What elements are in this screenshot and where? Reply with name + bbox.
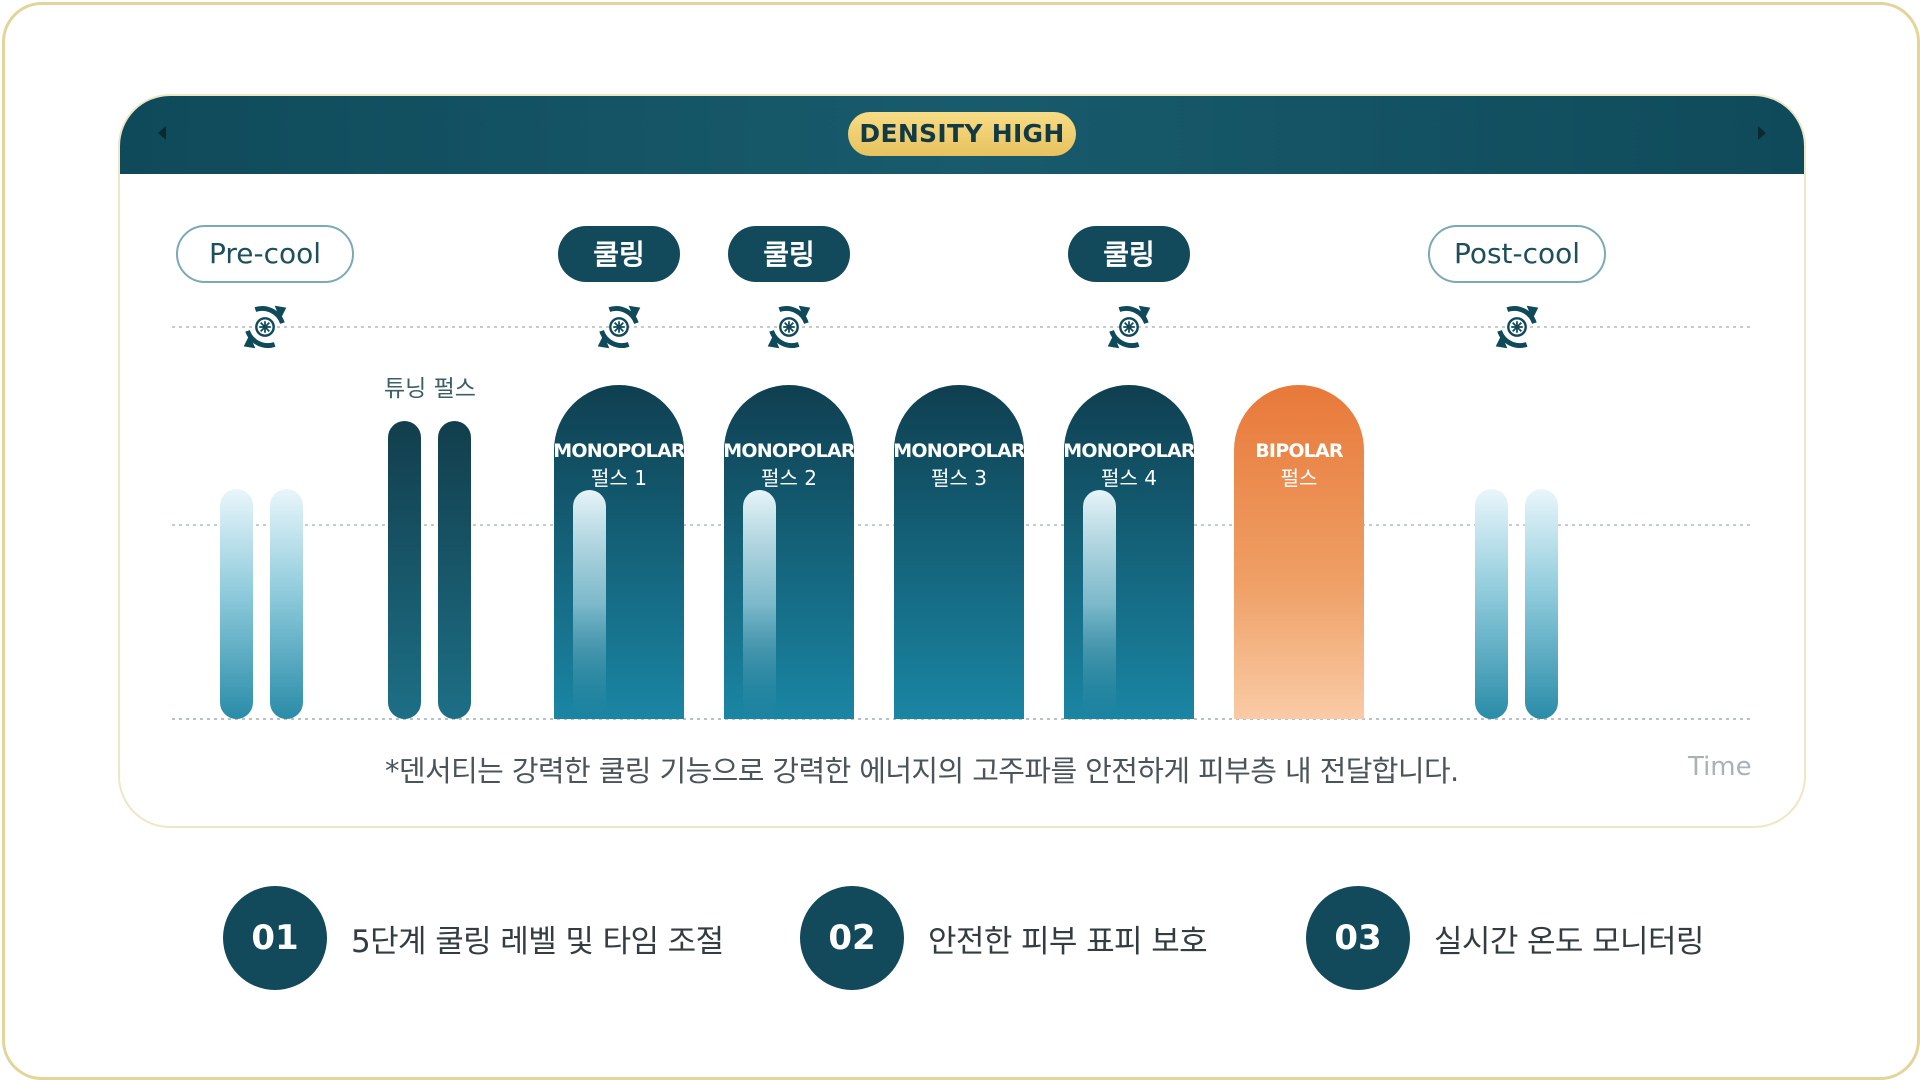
diagram-note: *덴서티는 강력한 쿨링 기능으로 강력한 에너지의 고주파를 안전하게 피부층… bbox=[385, 754, 1459, 788]
monopolar-pulse-3: MONOPOLAR 펄스 3 bbox=[893, 385, 1027, 719]
cooling-pill bbox=[1068, 226, 1190, 282]
tuning-pulse-bar bbox=[438, 421, 471, 719]
prev-arrow-icon[interactable] bbox=[158, 126, 166, 140]
density-diagram-card: DENSITY HIGH bbox=[118, 94, 1806, 828]
feature-number-badge: 01 bbox=[223, 886, 327, 990]
feature-label: 5단계 쿨링 레벨 및 타임 조절 bbox=[351, 924, 724, 960]
cooling-label: 쿨링 bbox=[763, 238, 815, 271]
cooling-pill bbox=[558, 226, 680, 282]
tuning-pulse-bar bbox=[388, 421, 421, 719]
time-axis-label: Time bbox=[1688, 752, 1752, 782]
postcool-label: Post-cool bbox=[1454, 237, 1580, 270]
pulse-block-bipolar bbox=[1234, 385, 1364, 719]
pulse-block bbox=[894, 385, 1024, 719]
feature-number-badge: 03 bbox=[1306, 886, 1410, 990]
cooling-pill bbox=[728, 226, 850, 282]
next-arrow-icon[interactable] bbox=[1758, 126, 1766, 140]
pulse-cooling-bar bbox=[573, 490, 606, 719]
bipolar-pulse: BIPOLAR 펄스 bbox=[1234, 385, 1364, 719]
monopolar-pulse-2: 쿨링 MONOPOLAR 펄스 2 bbox=[723, 226, 857, 719]
snowflake-cycle-icon bbox=[1108, 306, 1151, 349]
pulse-number-label: 펄스 2 bbox=[761, 466, 817, 490]
pulse-number-label: 펄스 3 bbox=[931, 466, 987, 490]
snowflake-cycle-icon bbox=[598, 306, 641, 349]
pulse-type-label: BIPOLAR bbox=[1255, 440, 1344, 462]
pulse-diagram: Pre-cool 튜닝 펄스 쿨링 MONOPOLAR 펄스 1 쿨링 bbox=[172, 225, 1754, 720]
precool-bar bbox=[270, 489, 303, 719]
postcool-bar bbox=[1475, 489, 1508, 719]
pulse-type-label: MONOPOLAR bbox=[723, 440, 856, 462]
postcool-pill bbox=[1428, 225, 1606, 283]
precool-pill bbox=[176, 225, 354, 283]
monopolar-pulse-1: 쿨링 MONOPOLAR 펄스 1 bbox=[553, 226, 687, 719]
card-header: DENSITY HIGH bbox=[120, 96, 1804, 174]
pulse-type-label: MONOPOLAR bbox=[553, 440, 686, 462]
tuning-pulse-group: 튜닝 펄스 bbox=[384, 376, 476, 719]
feature-label: 안전한 피부 표피 보호 bbox=[928, 924, 1208, 960]
pulse-number-label: 펄스 1 bbox=[591, 466, 647, 490]
monopolar-pulse-4: 쿨링 MONOPOLAR 펄스 4 bbox=[1063, 226, 1197, 719]
pulse-type-label: MONOPOLAR bbox=[1063, 440, 1196, 462]
pulse-number-label: 펄스 bbox=[1281, 466, 1318, 490]
precool-bar bbox=[220, 489, 253, 719]
pulse-cooling-bar bbox=[1083, 490, 1116, 719]
precool-phase: Pre-cool bbox=[176, 225, 354, 719]
pulse-type-label: MONOPOLAR bbox=[893, 440, 1026, 462]
precool-label: Pre-cool bbox=[209, 237, 321, 270]
density-high-badge: DENSITY HIGH bbox=[848, 112, 1076, 156]
postcool-bar bbox=[1525, 489, 1558, 719]
postcool-phase: Post-cool bbox=[1428, 225, 1606, 719]
feature-label: 실시간 온도 모니터링 bbox=[1434, 924, 1704, 960]
cooling-label: 쿨링 bbox=[593, 238, 645, 271]
pulse-cooling-bar bbox=[743, 490, 776, 719]
tuning-pulse-label: 튜닝 펄스 bbox=[384, 376, 476, 402]
cooling-label: 쿨링 bbox=[1103, 238, 1155, 271]
pulse-number-label: 펄스 4 bbox=[1101, 466, 1157, 490]
feature-number-badge: 02 bbox=[800, 886, 904, 990]
